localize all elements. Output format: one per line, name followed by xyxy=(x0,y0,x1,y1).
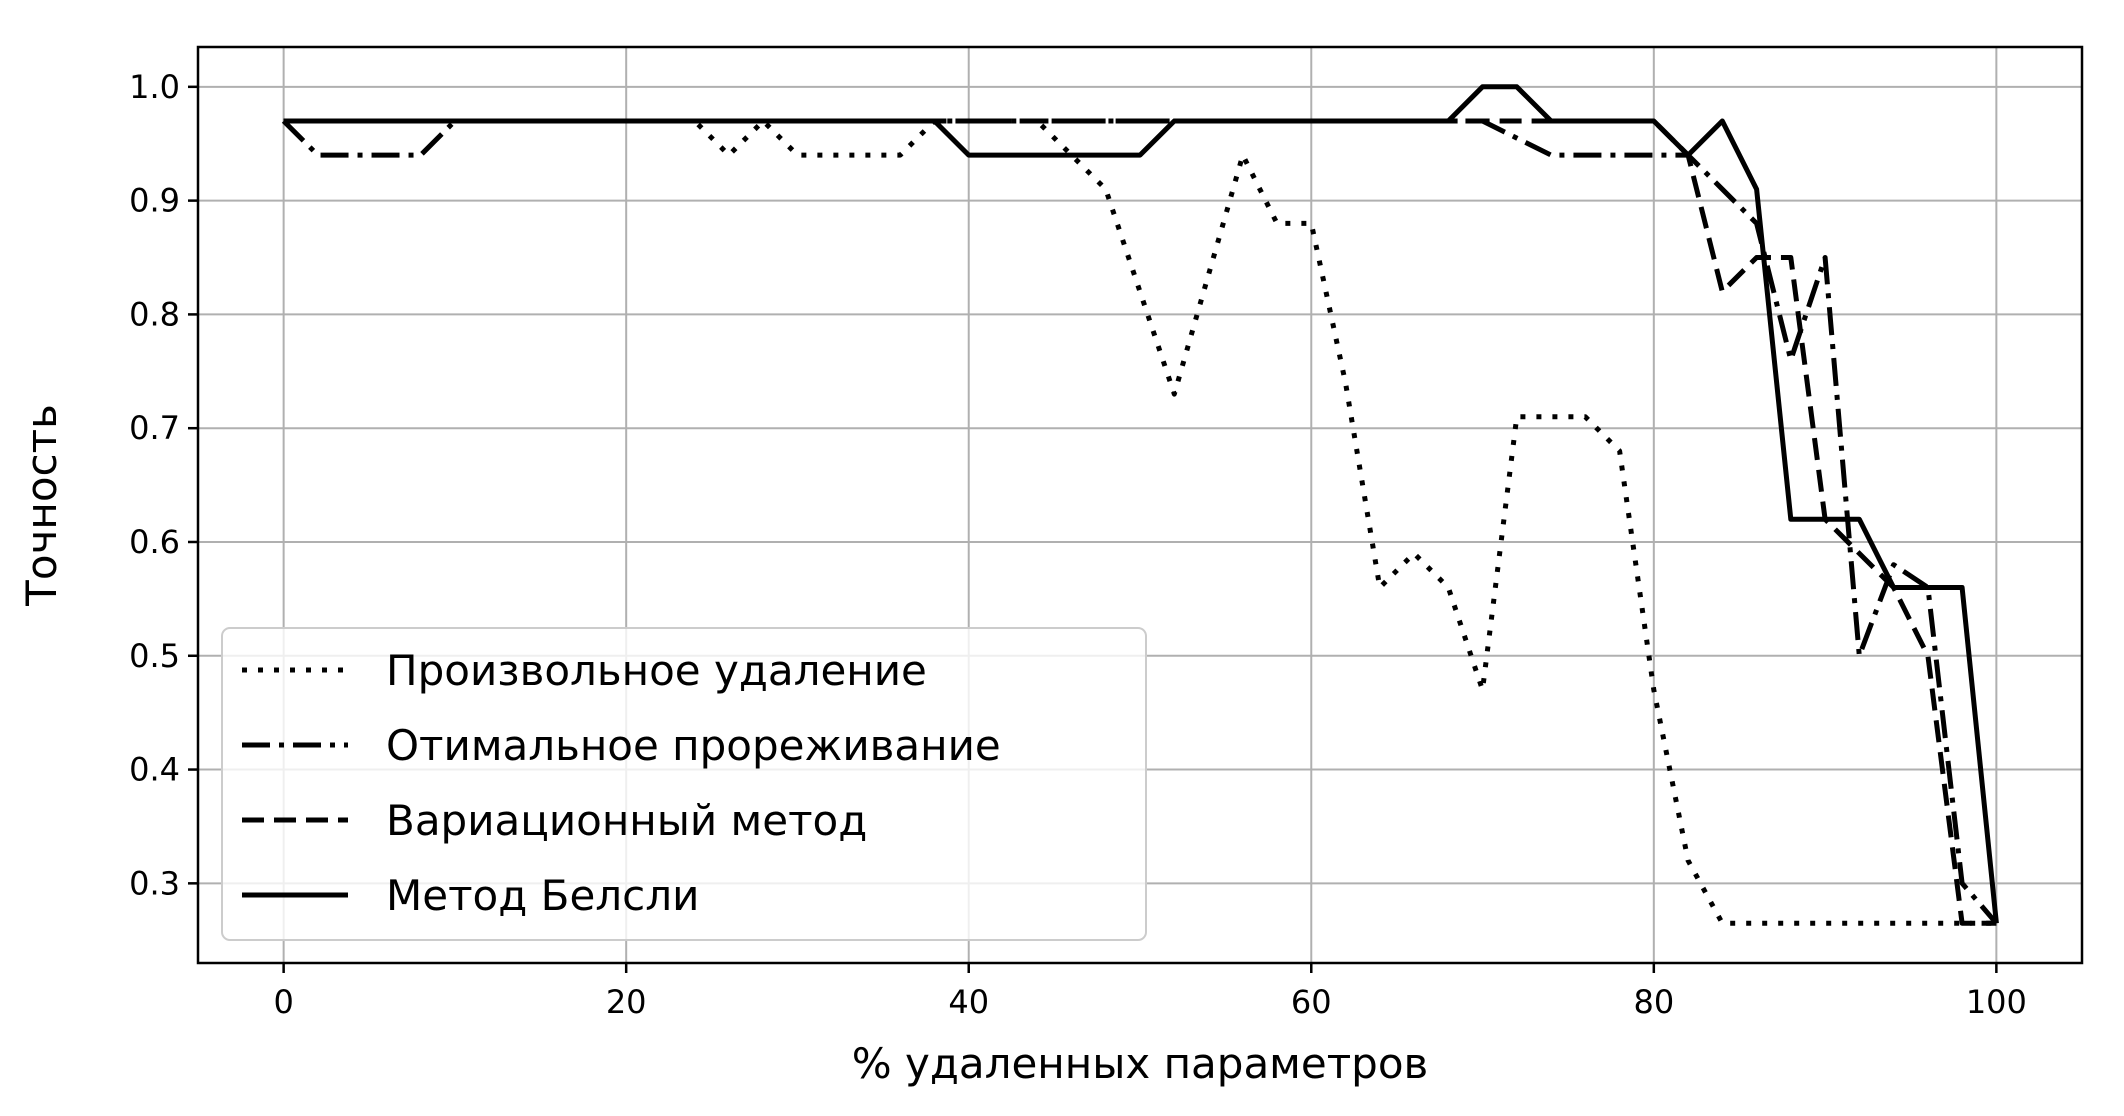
x-tick-label: 20 xyxy=(606,983,647,1021)
x-tick-label: 80 xyxy=(1633,983,1674,1021)
y-tick-label: 0.7 xyxy=(129,409,180,447)
grid xyxy=(198,47,2082,963)
y-tick-label: 0.8 xyxy=(129,295,180,333)
legend-label: Вариационный метод xyxy=(386,796,867,845)
y-tick-label: 1.0 xyxy=(129,68,180,106)
legend-label: Метод Белсли xyxy=(386,871,699,920)
y-tick-label: 0.4 xyxy=(129,751,180,789)
legend-label: Отимальное прореживание xyxy=(386,721,1001,770)
series-group xyxy=(281,84,1999,926)
y-tick-label: 0.3 xyxy=(129,864,180,902)
plot-frame xyxy=(196,45,2084,965)
legend: Произвольное удаление Отимальное прорежив… xyxy=(221,627,1147,941)
y-axis-label: Точность xyxy=(17,404,66,607)
y-tick-label: 0.6 xyxy=(129,523,180,561)
ticks: 0 20 40 60 80 100 0.3 0.4 0.5 0.6 0.7 0.8 0.9 1.0 xyxy=(129,68,2027,1021)
x-tick-label: 0 xyxy=(273,983,293,1021)
series-line-dashdot xyxy=(281,118,1999,925)
legend-label: Произвольное удаление xyxy=(386,646,927,695)
x-tick-label: 60 xyxy=(1291,983,1332,1021)
x-tick-label: 100 xyxy=(1966,983,2027,1021)
series-line-solid xyxy=(283,84,1999,924)
legend-box xyxy=(221,627,1147,941)
x-axis-label: % удаленных параметров xyxy=(852,1039,1429,1088)
series-line-dotted xyxy=(283,118,1997,926)
y-tick-label: 0.5 xyxy=(129,637,180,675)
x-tick-label: 40 xyxy=(948,983,989,1021)
y-tick-label: 0.9 xyxy=(129,182,180,220)
